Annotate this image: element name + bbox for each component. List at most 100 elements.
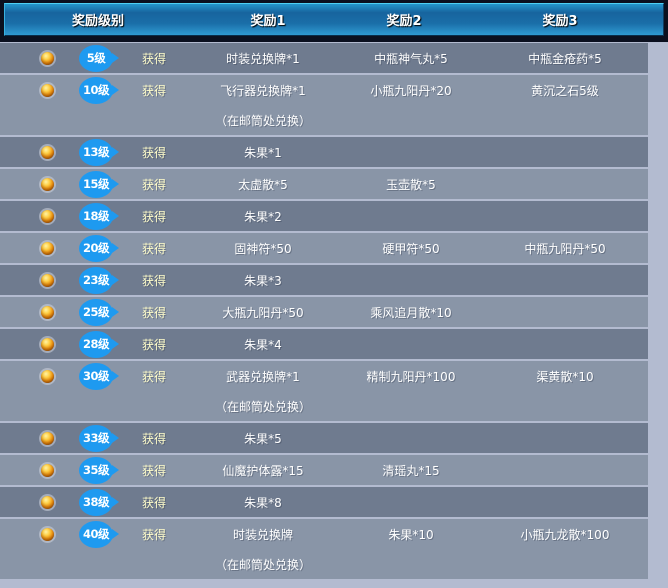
reward-2-value <box>340 487 482 517</box>
obtain-label: 获得 <box>141 241 166 256</box>
obtain-label: 获得 <box>141 305 166 320</box>
level-badge: 40级 <box>79 520 113 548</box>
reward-3-value <box>482 137 648 167</box>
obtain-label: 获得 <box>141 209 166 224</box>
reward-2-value: 乘风追月散*10 <box>370 305 452 320</box>
row-bullet-cell <box>0 265 70 295</box>
reward-1-value: 飞行器兑换牌*1 <box>220 83 306 98</box>
reward-3-value <box>482 265 648 295</box>
reward-row: 20级 获得 固神符*50 硬甲符*50 中瓶九阳丹*50 <box>0 233 648 263</box>
reward-1-value: 太虚散*5 <box>238 177 288 192</box>
reward-1-value: 固神符*50 <box>234 241 292 256</box>
bullet-orb-icon <box>41 337 54 351</box>
level-badge: 35级 <box>79 456 113 484</box>
reward-1-value: 朱果*8 <box>244 495 282 510</box>
reward-3-value <box>482 169 648 199</box>
reward-1-value: 朱果*2 <box>244 209 282 224</box>
reward-row: 35级 获得 仙魔护体露*15 清瑶丸*15 <box>0 455 648 485</box>
level-badge-label: 18级 <box>82 209 110 223</box>
level-badge-cell: 35级 <box>70 455 122 485</box>
reward-1-value: 朱果*1 <box>244 145 282 160</box>
header-reward-1: 奖励1 <box>250 14 286 29</box>
bullet-orb-icon <box>41 177 54 191</box>
level-badge-label: 33级 <box>82 431 110 445</box>
level-badge-cell: 38级 <box>70 487 122 517</box>
level-badge-label: 15级 <box>82 177 110 191</box>
table-header: 奖励级别 奖励1 奖励2 奖励3 <box>0 0 668 42</box>
level-badge-cell: 10级 <box>70 75 122 105</box>
rewards-table-body: 5级 获得 时装兑换牌*1 中瓶神气丸*5 中瓶金疮药*5 10级 获得 飞行器… <box>0 43 648 579</box>
level-badge-label: 25级 <box>82 305 110 319</box>
level-badge: 20级 <box>79 234 113 262</box>
obtain-label: 获得 <box>141 369 166 384</box>
reward-3-value: 中瓶九阳丹*50 <box>524 241 606 256</box>
level-badge-label: 38级 <box>82 495 110 509</box>
row-bullet-cell <box>0 361 70 391</box>
level-badge-cell: 40级 <box>70 519 122 549</box>
obtain-label: 获得 <box>141 337 166 352</box>
row-bullet-cell <box>0 519 70 549</box>
reward-3-value <box>482 455 648 485</box>
reward-row: 33级 获得 朱果*5 <box>0 423 648 453</box>
reward-2-value: 中瓶神气丸*5 <box>374 51 448 66</box>
obtain-label: 获得 <box>141 83 166 98</box>
reward-1-value: 时装兑换牌 <box>232 527 293 542</box>
reward-1-value: 大瓶九阳丹*50 <box>222 305 304 320</box>
reward-1-note: （在邮筒处兑换） <box>214 113 311 128</box>
reward-row: 30级 获得 武器兑换牌*1 精制九阳丹*100 渠黄散*10 （在邮筒处兑换） <box>0 361 648 421</box>
reward-row: 40级 获得 时装兑换牌 朱果*10 小瓶九龙散*100 （在邮筒处兑换） <box>0 519 648 579</box>
reward-row: 10级 获得 飞行器兑换牌*1 小瓶九阳丹*20 黄沉之石5级 （在邮筒处兑换） <box>0 75 648 135</box>
level-badge-cell: 5级 <box>70 43 122 73</box>
level-badge-label: 13级 <box>82 145 110 159</box>
header-reward-level: 奖励级别 <box>71 14 124 29</box>
reward-2-value: 朱果*10 <box>388 527 434 542</box>
reward-1-value: 武器兑换牌*1 <box>226 369 300 384</box>
row-bullet-cell <box>0 75 70 105</box>
reward-2-value <box>340 201 482 231</box>
row-bullet-cell <box>0 201 70 231</box>
bullet-orb-icon <box>41 495 54 509</box>
level-badge-label: 10级 <box>82 83 110 97</box>
reward-2-value: 精制九阳丹*100 <box>366 369 456 384</box>
bullet-orb-icon <box>41 273 54 287</box>
reward-3-value: 小瓶九龙散*100 <box>520 527 610 542</box>
level-badge: 38级 <box>79 488 113 516</box>
row-bullet-cell <box>0 169 70 199</box>
bullet-orb-icon <box>41 369 54 383</box>
reward-row: 18级 获得 朱果*2 <box>0 201 648 231</box>
header-reward-3: 奖励3 <box>542 14 578 29</box>
obtain-label: 获得 <box>141 527 166 542</box>
reward-2-value <box>340 329 482 359</box>
level-badge-label: 5级 <box>86 51 106 65</box>
level-badge-cell: 13级 <box>70 137 122 167</box>
level-badge: 18级 <box>79 202 113 230</box>
reward-1-value: 时装兑换牌*1 <box>226 51 300 66</box>
reward-3-value <box>482 423 648 453</box>
obtain-label: 获得 <box>141 177 166 192</box>
level-badge-label: 28级 <box>82 337 110 351</box>
reward-3-value: 中瓶金疮药*5 <box>528 51 602 66</box>
level-badge-cell: 33级 <box>70 423 122 453</box>
obtain-label: 获得 <box>141 463 166 478</box>
level-badge-cell: 20级 <box>70 233 122 263</box>
level-badge: 33级 <box>79 424 113 452</box>
reward-2-value: 硬甲符*50 <box>382 241 440 256</box>
row-bullet-cell <box>0 43 70 73</box>
bullet-orb-icon <box>41 241 54 255</box>
reward-row: 28级 获得 朱果*4 <box>0 329 648 359</box>
reward-3-value <box>482 329 648 359</box>
bullet-orb-icon <box>41 527 54 541</box>
level-badge-cell: 28级 <box>70 329 122 359</box>
reward-1-value: 朱果*3 <box>244 273 282 288</box>
reward-3-value <box>482 487 648 517</box>
reward-3-value: 渠黄散*10 <box>536 369 594 384</box>
level-badge: 30级 <box>79 362 113 390</box>
reward-row: 15级 获得 太虚散*5 玉壶散*5 <box>0 169 648 199</box>
reward-2-value <box>340 265 482 295</box>
row-bullet-cell <box>0 233 70 263</box>
level-badge: 13级 <box>79 138 113 166</box>
level-badge-label: 20级 <box>82 241 110 255</box>
reward-row: 25级 获得 大瓶九阳丹*50 乘风追月散*10 <box>0 297 648 327</box>
reward-row: 5级 获得 时装兑换牌*1 中瓶神气丸*5 中瓶金疮药*5 <box>0 43 648 73</box>
